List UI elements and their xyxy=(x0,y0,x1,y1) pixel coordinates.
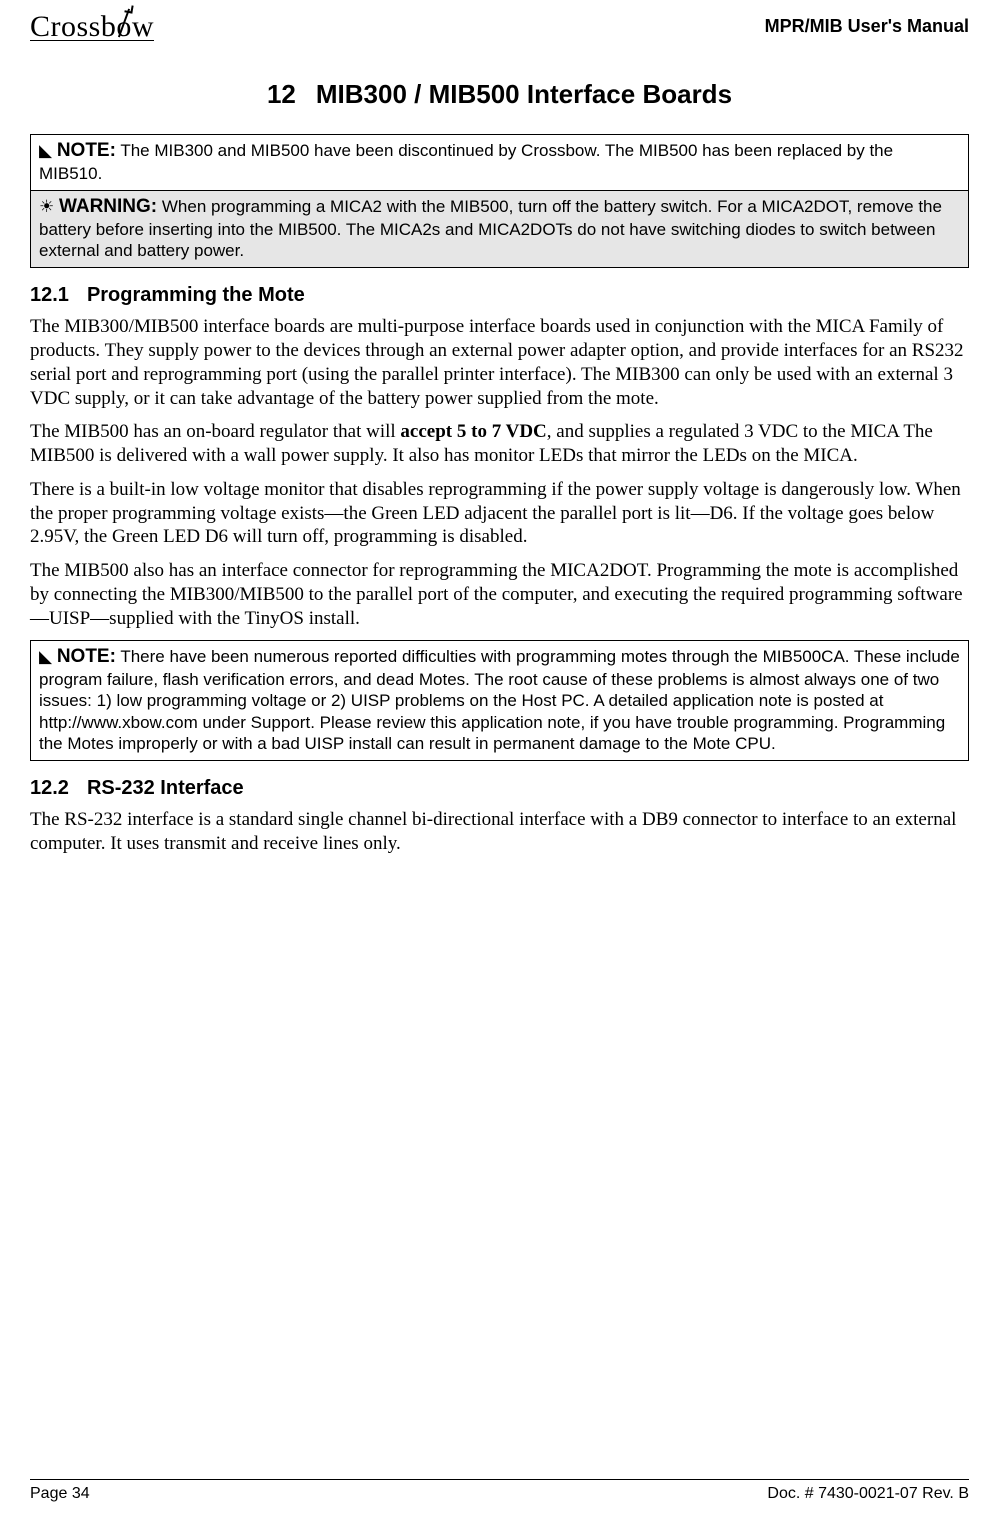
note2-text: There have been numerous reported diffic… xyxy=(39,647,960,753)
warning-label: WARNING: xyxy=(59,196,157,217)
warning-icon: ☀ xyxy=(39,197,54,216)
warning-callout: ☀ WARNING: When programming a MICA2 with… xyxy=(30,191,969,268)
section-12-1-title: Programming the Mote xyxy=(87,284,305,306)
chapter-number: 12 xyxy=(267,79,296,109)
note2-label: NOTE: xyxy=(57,646,116,667)
manual-title: MPR/MIB User's Manual xyxy=(765,16,969,37)
footer: Page 34 Doc. # 7430-0021-07 Rev. B xyxy=(30,1479,969,1503)
note-text: The MIB300 and MIB500 have been disconti… xyxy=(39,141,893,183)
note-callout-2: ◣ NOTE: There have been numerous reporte… xyxy=(30,640,969,761)
logo: Crossbow xyxy=(30,10,154,44)
p2-bold: accept 5 to 7 VDC xyxy=(400,421,546,442)
note-callout-1: ◣ NOTE: The MIB300 and MIB500 have been … xyxy=(30,134,969,191)
footer-doc: Doc. # 7430-0021-07 Rev. B xyxy=(767,1485,969,1503)
p2-pre: The MIB500 has an on-board regulator tha… xyxy=(30,421,400,442)
section-12-2-p1: The RS-232 interface is a standard singl… xyxy=(30,808,969,856)
section-12-2-heading: 12.2 RS-232 Interface xyxy=(30,777,969,800)
section-12-2-number: 12.2 xyxy=(30,777,69,799)
warning-text: When programming a MICA2 with the MIB500… xyxy=(39,197,942,260)
logo-post: w xyxy=(132,10,154,43)
section-12-1-number: 12.1 xyxy=(30,284,69,306)
note-icon: ◣ xyxy=(39,141,52,160)
section-12-1-heading: 12.1 Programming the Mote xyxy=(30,284,969,307)
section-12-1-p1: The MIB300/MIB500 interface boards are m… xyxy=(30,315,969,410)
footer-page: Page 34 xyxy=(30,1485,90,1503)
logo-o: o xyxy=(116,10,132,44)
note-label: NOTE: xyxy=(57,140,116,161)
chapter-name: MIB300 / MIB500 Interface Boards xyxy=(316,79,732,109)
logo-pre: Crossb xyxy=(30,10,116,43)
page: Crossbow MPR/MIB User's Manual 12 MIB300 … xyxy=(0,0,999,1523)
section-12-1-p2: The MIB500 has an on-board regulator tha… xyxy=(30,420,969,468)
section-12-2-title: RS-232 Interface xyxy=(87,777,244,799)
section-12-1-p3: There is a built-in low voltage monitor … xyxy=(30,478,969,549)
note2-icon: ◣ xyxy=(39,647,52,666)
logo-block: Crossbow xyxy=(30,10,154,41)
header-row: Crossbow MPR/MIB User's Manual xyxy=(30,10,969,41)
chapter-title: 12 MIB300 / MIB500 Interface Boards xyxy=(30,79,969,110)
section-12-1-p4: The MIB500 also has an interface connect… xyxy=(30,559,969,630)
